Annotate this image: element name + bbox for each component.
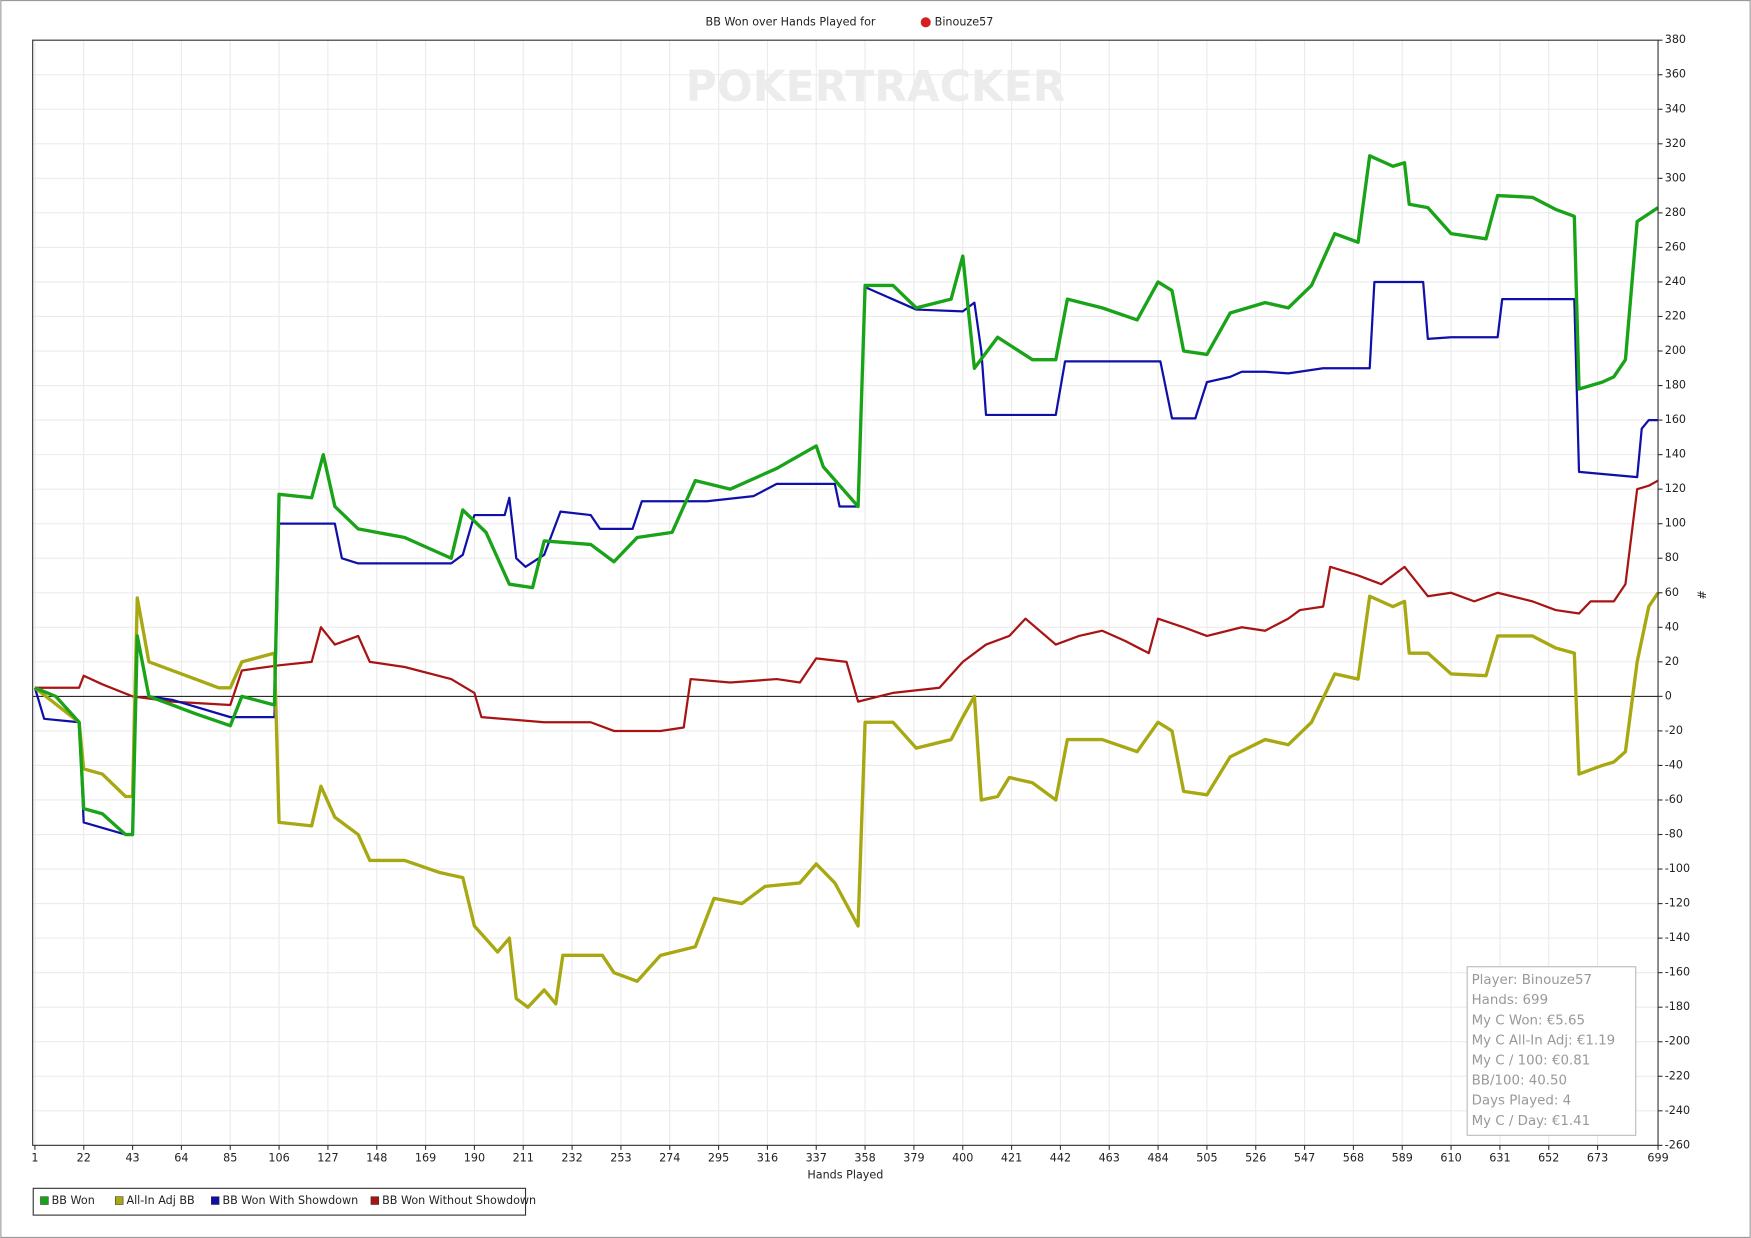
x-tick-label: 400 xyxy=(952,1152,973,1165)
x-tick-label: 1 xyxy=(31,1152,38,1165)
y-tick-label: 340 xyxy=(1665,102,1686,115)
stats-line: Hands: 699 xyxy=(1472,993,1548,1008)
y-tick-label: 100 xyxy=(1665,517,1686,530)
x-tick-label: 43 xyxy=(125,1152,139,1165)
legend-swatch xyxy=(211,1196,220,1205)
x-tick-label: 631 xyxy=(1489,1152,1510,1165)
y-tick-label: 200 xyxy=(1665,344,1686,357)
legend-label: BB Won With Showdown xyxy=(222,1194,358,1207)
x-tick-label: 442 xyxy=(1050,1152,1071,1165)
legend-swatch xyxy=(40,1196,49,1205)
series-line xyxy=(34,479,1659,733)
x-tick-label: 211 xyxy=(513,1152,534,1165)
y-tick-label: 140 xyxy=(1665,448,1686,461)
x-tick-label: 379 xyxy=(903,1152,924,1165)
y-tick-label: -80 xyxy=(1665,828,1683,841)
x-axis-label: Hands Played xyxy=(807,1168,883,1181)
y-tick-label: 380 xyxy=(1665,33,1686,46)
y-tick-label: -220 xyxy=(1665,1069,1690,1082)
y-tick-label: 20 xyxy=(1665,655,1679,668)
x-tick-label: 358 xyxy=(854,1152,875,1165)
y-tick-label: 220 xyxy=(1665,309,1686,322)
y-tick-label: -160 xyxy=(1665,966,1690,979)
y-tick-label: 120 xyxy=(1665,482,1686,495)
stats-line: My C All-In Adj: €1.19 xyxy=(1472,1033,1616,1048)
y-tick-label: 320 xyxy=(1665,137,1686,150)
y-tick-label: -120 xyxy=(1665,897,1690,910)
x-tick-label: 610 xyxy=(1440,1152,1461,1165)
x-tick-label: 127 xyxy=(317,1152,338,1165)
legend-label: BB Won xyxy=(52,1194,95,1207)
chart-title: BB Won over Hands Played for xyxy=(706,15,876,28)
y-tick-label: -20 xyxy=(1665,724,1683,737)
x-tick-label: 253 xyxy=(610,1152,631,1165)
y-tick-label: -240 xyxy=(1665,1104,1690,1117)
x-tick-label: 673 xyxy=(1587,1152,1608,1165)
x-tick-label: 589 xyxy=(1392,1152,1413,1165)
player-name: Binouze57 xyxy=(935,15,994,28)
x-tick-label: 316 xyxy=(757,1152,778,1165)
stats-line: My C / 100: €0.81 xyxy=(1472,1054,1591,1069)
y-tick-label: 0 xyxy=(1665,689,1672,702)
player-icon xyxy=(920,17,931,28)
x-tick-label: 85 xyxy=(223,1152,237,1165)
x-tick-label: 169 xyxy=(415,1152,436,1165)
y-tick-label: -100 xyxy=(1665,862,1690,875)
y-tick-label: 280 xyxy=(1665,206,1686,219)
x-tick-label: 699 xyxy=(1647,1152,1668,1165)
legend-label: All-In Adj BB xyxy=(126,1194,194,1207)
x-tick-label: 568 xyxy=(1343,1152,1364,1165)
x-tick-label: 190 xyxy=(464,1152,485,1165)
y-tick-label: 180 xyxy=(1665,379,1686,392)
x-tick-label: 106 xyxy=(268,1152,289,1165)
series-line xyxy=(33,591,1660,1009)
legend-label: BB Won Without Showdown xyxy=(382,1194,536,1207)
y-tick-label: 360 xyxy=(1665,68,1686,81)
y-tick-label: -60 xyxy=(1665,793,1683,806)
y-tick-label: -40 xyxy=(1665,758,1683,771)
legend-swatch xyxy=(115,1196,124,1205)
x-tick-label: 547 xyxy=(1294,1152,1315,1165)
y-tick-label: -140 xyxy=(1665,931,1690,944)
y-tick-label: 260 xyxy=(1665,240,1686,253)
series-line xyxy=(34,154,1659,837)
x-tick-label: 484 xyxy=(1147,1152,1168,1165)
y-tick-label: 160 xyxy=(1665,413,1686,426)
stats-line: Days Played: 4 xyxy=(1472,1094,1572,1109)
x-tick-label: 274 xyxy=(659,1152,680,1165)
x-tick-label: 463 xyxy=(1099,1152,1120,1165)
stats-box xyxy=(1466,966,1637,1136)
y-tick-label: 240 xyxy=(1665,275,1686,288)
legend-swatch xyxy=(370,1196,380,1205)
x-tick-label: 652 xyxy=(1538,1152,1559,1165)
x-tick-label: 64 xyxy=(174,1152,188,1165)
y-tick-label: 40 xyxy=(1665,620,1679,633)
stats-line: My C Won: €5.65 xyxy=(1472,1013,1585,1028)
x-tick-label: 337 xyxy=(806,1152,827,1165)
watermark: POKERTRACKER xyxy=(686,63,1066,112)
x-tick-label: 526 xyxy=(1245,1152,1266,1165)
y-tick-label: 60 xyxy=(1665,586,1679,599)
x-tick-label: 505 xyxy=(1196,1152,1217,1165)
x-tick-label: 295 xyxy=(708,1152,729,1165)
y-tick-label: -200 xyxy=(1665,1035,1690,1048)
y-tick-label: -180 xyxy=(1665,1000,1690,1013)
x-tick-label: 232 xyxy=(561,1152,582,1165)
x-tick-label: 22 xyxy=(77,1152,91,1165)
y-tick-label: -260 xyxy=(1665,1138,1690,1151)
x-tick-label: 421 xyxy=(1001,1152,1022,1165)
y-axis-label: # xyxy=(1694,590,1707,599)
y-tick-label: 80 xyxy=(1665,551,1679,564)
x-tick-label: 148 xyxy=(366,1152,387,1165)
y-tick-label: 300 xyxy=(1665,171,1686,184)
stats-line: My C / Day: €1.41 xyxy=(1472,1114,1591,1129)
stats-line: Player: Binouze57 xyxy=(1472,973,1592,988)
stats-line: BB/100: 40.50 xyxy=(1472,1074,1567,1089)
